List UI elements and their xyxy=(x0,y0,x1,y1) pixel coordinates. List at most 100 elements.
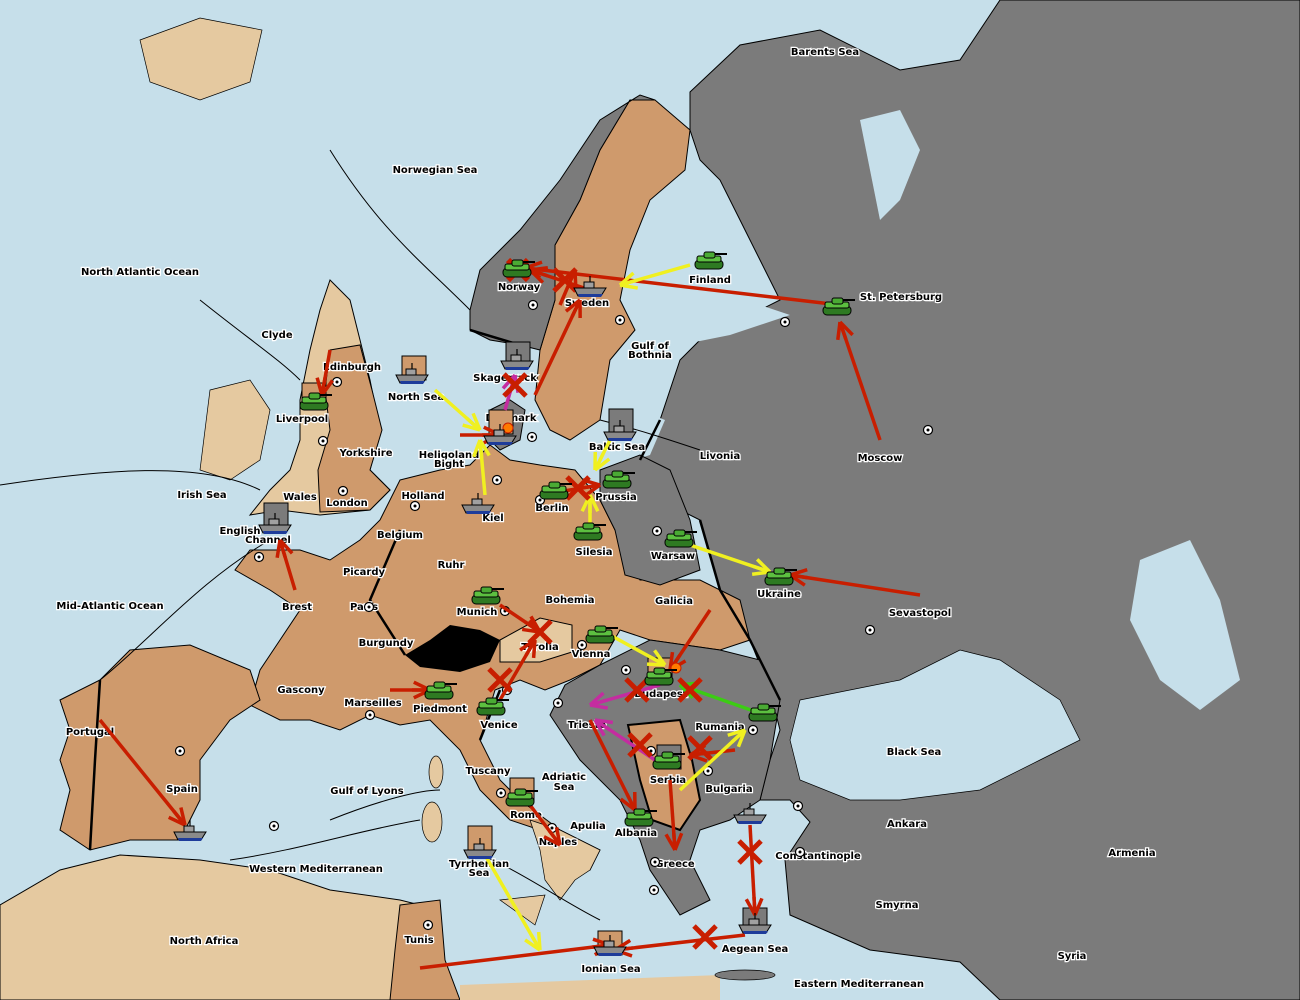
province-label[interactable]: Warsaw xyxy=(650,550,697,564)
province-label[interactable]: Tyrrhenian xyxy=(448,858,511,872)
army-unit-icon[interactable] xyxy=(573,522,606,541)
province-label[interactable]: Liverpool xyxy=(275,413,330,427)
province-label[interactable]: Munich xyxy=(455,606,498,620)
fleet-unit-icon[interactable] xyxy=(258,513,292,534)
army-unit-icon[interactable] xyxy=(624,808,657,827)
province-label[interactable]: Edinburgh xyxy=(322,361,383,375)
province-label[interactable]: Belgium xyxy=(376,529,424,543)
fleet-unit-icon[interactable] xyxy=(461,493,495,514)
province-label[interactable]: Tuscany xyxy=(464,765,512,779)
province-label[interactable]: Barents Sea xyxy=(790,46,861,60)
tunis[interactable] xyxy=(389,899,461,1000)
province-label[interactable]: Irish Sea xyxy=(176,489,228,503)
province-label[interactable]: St. Petersburg xyxy=(859,291,944,305)
province-label[interactable]: Ankara xyxy=(886,818,928,832)
province-label[interactable]: Baltic Sea xyxy=(588,441,647,455)
province-label[interactable]: Bight xyxy=(433,458,466,472)
province-label[interactable]: Galicia xyxy=(654,595,694,609)
province-label[interactable]: Ukraine xyxy=(756,588,802,602)
fleet-unit-icon[interactable] xyxy=(500,349,534,370)
province-label[interactable]: Gulf of xyxy=(630,340,671,354)
province-label[interactable]: Sea xyxy=(552,781,575,795)
province-label[interactable]: Sevastopol xyxy=(888,607,953,621)
province-label[interactable]: Albania xyxy=(614,827,659,841)
province-label[interactable]: Black Sea xyxy=(885,746,942,760)
province-label[interactable]: Vienna xyxy=(570,648,611,662)
fleet-unit-icon[interactable] xyxy=(593,935,627,956)
province-label[interactable]: Bohemia xyxy=(544,594,596,608)
province-label[interactable]: North Atlantic Ocean xyxy=(80,266,201,280)
province-label[interactable]: Berlin xyxy=(534,502,570,516)
army-unit-icon[interactable] xyxy=(476,697,509,716)
province-label[interactable]: Ionian Sea xyxy=(580,963,642,977)
province-label[interactable]: Moscow xyxy=(856,452,903,466)
iceland[interactable] xyxy=(139,17,263,101)
army-unit-icon[interactable] xyxy=(644,667,677,686)
province-label[interactable]: Wales xyxy=(282,491,318,505)
army-unit-icon[interactable] xyxy=(539,481,572,500)
province-label[interactable]: Silesia xyxy=(574,546,613,560)
province-label[interactable]: North Sea xyxy=(387,391,446,405)
fleet-unit-icon[interactable] xyxy=(463,838,497,859)
province-label[interactable]: Smyrna xyxy=(874,899,919,913)
province-label[interactable]: Aegean Sea xyxy=(720,943,789,957)
province-label[interactable]: Venice xyxy=(479,719,519,733)
iberia[interactable] xyxy=(59,644,261,851)
province-label[interactable]: Rumania xyxy=(694,721,746,735)
army-unit-icon[interactable] xyxy=(585,625,618,644)
province-label[interactable]: Armenia xyxy=(1107,847,1157,861)
province-label[interactable]: Yorkshire xyxy=(337,447,394,461)
province-label[interactable]: North Africa xyxy=(168,935,239,949)
province-label[interactable]: Western Mediterranean xyxy=(248,863,384,877)
province-label[interactable]: Gulf of Lyons xyxy=(329,785,405,799)
province-label[interactable]: Kiel xyxy=(481,512,505,526)
army-unit-icon[interactable] xyxy=(652,751,685,770)
army-unit-icon[interactable] xyxy=(505,788,538,807)
army-unit-icon[interactable] xyxy=(299,392,332,411)
fleet-unit-icon[interactable] xyxy=(483,424,517,445)
province-label[interactable]: Gascony xyxy=(276,684,326,698)
province-label[interactable]: Greece xyxy=(654,858,696,872)
province-label[interactable]: Marseilles xyxy=(343,697,403,711)
province-label[interactable]: Ruhr xyxy=(436,559,465,573)
province-label[interactable]: London xyxy=(325,497,369,511)
province-label[interactable]: Eastern Mediterranean xyxy=(793,978,925,992)
province-label[interactable]: Burgundy xyxy=(357,637,415,651)
ireland[interactable] xyxy=(199,379,271,481)
province-label[interactable]: Heligoland xyxy=(418,449,481,463)
army-unit-icon[interactable] xyxy=(664,529,697,548)
province-label[interactable]: Brest xyxy=(281,601,314,615)
army-unit-icon[interactable] xyxy=(764,567,797,586)
province-label[interactable]: English xyxy=(218,525,262,539)
province-label[interactable]: Constantinople xyxy=(774,850,862,864)
province-label[interactable]: Mid-Atlantic Ocean xyxy=(55,600,165,614)
province-label[interactable]: Adriatic xyxy=(541,771,588,785)
province-label[interactable]: Prussia xyxy=(594,491,638,505)
province-label[interactable]: Spain xyxy=(165,783,199,797)
province-label[interactable]: Holland xyxy=(400,490,446,504)
province-label[interactable]: Picardy xyxy=(342,566,387,580)
army-unit-icon[interactable] xyxy=(502,257,535,283)
fleet-unit-icon[interactable] xyxy=(738,913,772,934)
province-label[interactable]: Syria xyxy=(1056,950,1087,964)
province-label[interactable]: Apulia xyxy=(569,820,607,834)
army-unit-icon[interactable] xyxy=(748,703,781,722)
fleet-unit-icon[interactable] xyxy=(603,420,637,441)
army-unit-icon[interactable] xyxy=(602,470,635,489)
province-label[interactable]: Piedmont xyxy=(412,703,469,717)
tyrolia[interactable] xyxy=(499,617,573,663)
province-label[interactable]: Serbia xyxy=(649,774,688,788)
province-label[interactable]: Livonia xyxy=(699,450,742,464)
fleet-unit-icon[interactable] xyxy=(173,820,207,841)
province-label[interactable]: Bulgaria xyxy=(704,783,754,797)
army-unit-icon[interactable] xyxy=(471,586,504,605)
fleet-unit-icon[interactable] xyxy=(573,276,607,297)
province-label[interactable]: Portugal xyxy=(65,726,116,740)
province-label[interactable]: Clyde xyxy=(260,329,294,343)
province-label[interactable]: Bothnia xyxy=(627,349,673,363)
army-unit-icon[interactable] xyxy=(822,297,855,316)
province-label[interactable]: Norwegian Sea xyxy=(391,164,478,178)
fleet-unit-icon[interactable] xyxy=(733,803,767,824)
army-unit-icon[interactable] xyxy=(424,681,457,700)
